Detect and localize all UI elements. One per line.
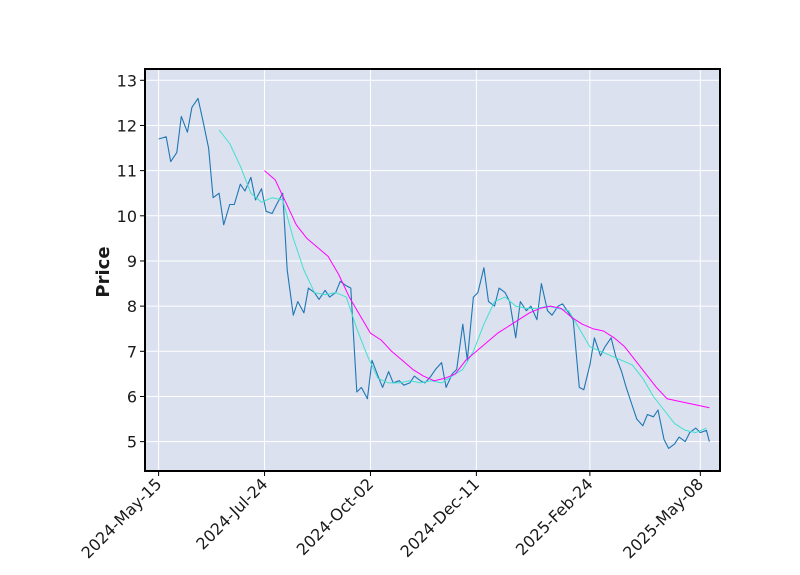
x-tick-label: 2024-May-15 bbox=[77, 474, 165, 562]
x-tick-label: 2024-Jul-24 bbox=[192, 474, 271, 553]
ma-long-line bbox=[264, 170, 710, 409]
y-tick-label: 9 bbox=[127, 252, 137, 271]
x-tick-label: 2025-May-08 bbox=[619, 474, 707, 562]
price-line bbox=[158, 97, 710, 449]
series-layer bbox=[158, 97, 710, 449]
y-tick-label: 8 bbox=[127, 297, 137, 316]
y-tick-label: 11 bbox=[117, 162, 137, 181]
x-tick-label: 2024-Oct-02 bbox=[293, 474, 378, 559]
plot-frame bbox=[144, 68, 721, 472]
plot-background bbox=[145, 69, 720, 471]
y-tick-label: 7 bbox=[127, 342, 137, 361]
y-axis-title: Price bbox=[93, 246, 114, 297]
y-tick-label: 10 bbox=[117, 207, 137, 226]
grid-lines bbox=[145, 69, 720, 471]
x-tick-label: 2025-Feb-24 bbox=[512, 474, 597, 559]
y-tick-label: 13 bbox=[117, 71, 137, 90]
x-tick-label: 2024-Dec-11 bbox=[397, 474, 484, 561]
y-tick-label: 12 bbox=[117, 116, 137, 135]
y-tick-label: 6 bbox=[127, 387, 137, 406]
y-tick-label: 5 bbox=[127, 433, 137, 452]
ma-short-line bbox=[218, 129, 707, 434]
